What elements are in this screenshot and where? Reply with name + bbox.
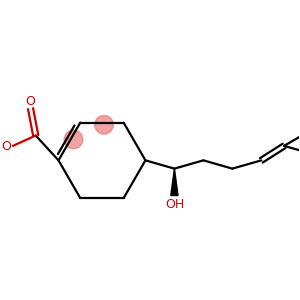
Text: OH: OH [165, 198, 184, 212]
Polygon shape [171, 169, 178, 196]
Circle shape [95, 116, 113, 134]
Text: O: O [26, 95, 35, 108]
Circle shape [64, 130, 83, 149]
Text: O: O [1, 140, 11, 153]
